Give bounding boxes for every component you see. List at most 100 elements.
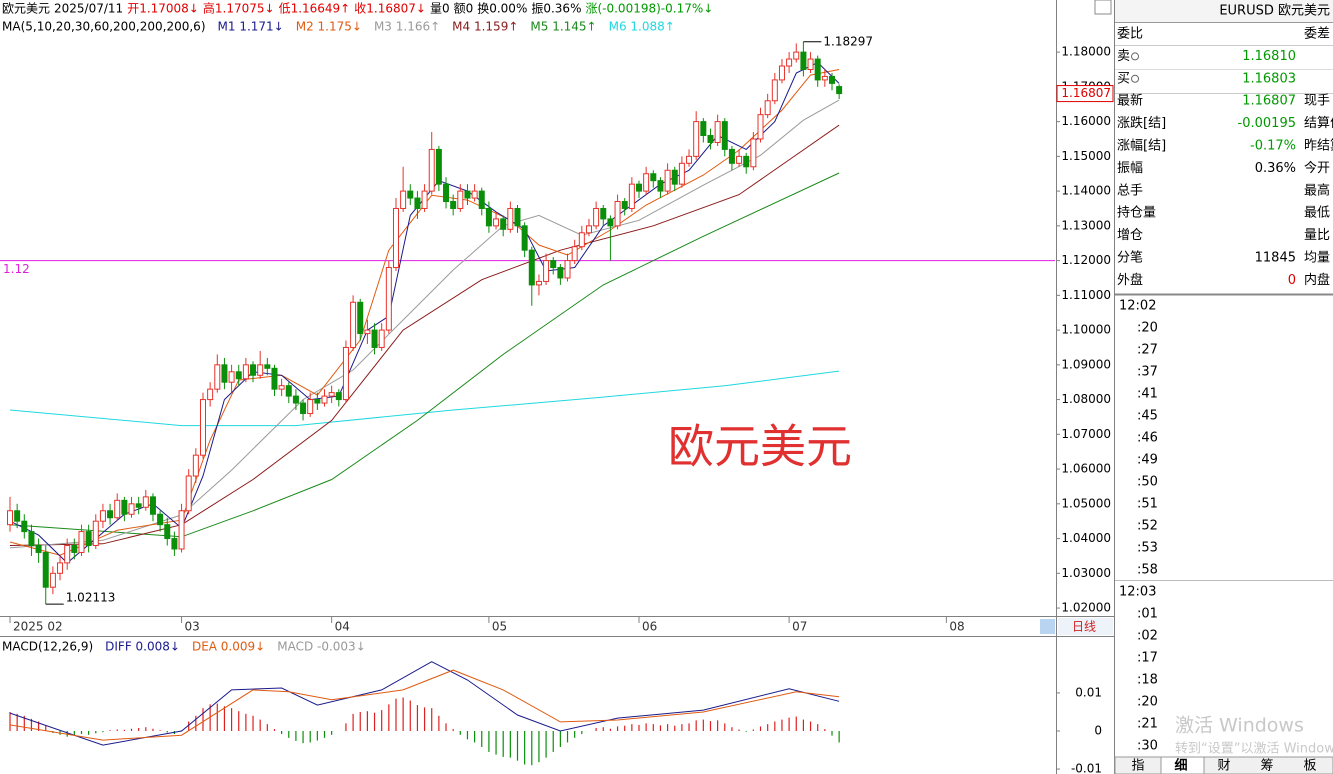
row-label: 涨跌[结] (1117, 115, 1166, 131)
candle-body (49, 572, 56, 588)
tick-time: :18 (1137, 673, 1158, 688)
y-tick-label: 1.02000 (1061, 601, 1111, 615)
row-icon[interactable] (1131, 74, 1140, 83)
candle-body (64, 545, 71, 564)
row-value: 11845 (1255, 251, 1296, 266)
candle-body (378, 329, 385, 348)
candle-body (164, 524, 171, 540)
candle-body (450, 201, 457, 209)
macd-line (9, 661, 840, 746)
activation-hint: 转到“设置”以激活 Windows (1175, 742, 1333, 757)
candle-body (750, 138, 757, 168)
y-tick-label: 1.07000 (1061, 427, 1111, 441)
tick-time: :20 (1137, 695, 1158, 710)
active-tab[interactable] (1160, 756, 1205, 774)
candle-body (707, 135, 714, 143)
tick-time: :51 (1137, 497, 1158, 512)
y-tick-label: 1.11000 (1061, 288, 1111, 302)
candle-body (764, 100, 771, 116)
candle-body (57, 562, 64, 574)
y-tick-label: 1.09000 (1061, 357, 1111, 371)
legend-entry: M3 1.166↑ (374, 20, 440, 34)
candle-body (757, 114, 764, 140)
candle-body (793, 51, 800, 60)
candle-body (621, 201, 628, 209)
tick-time: :30 (1137, 739, 1158, 754)
tab[interactable]: 财 (1217, 759, 1230, 774)
candle-body (693, 121, 700, 157)
tab[interactable]: 板 (1303, 759, 1316, 774)
x-tick-label: 2025 02 (13, 620, 63, 634)
x-tick-label: 08 (949, 620, 964, 634)
candle-body (678, 162, 685, 185)
y-tick-label: 0.01 (1075, 685, 1102, 699)
ma-line (9, 172, 840, 538)
candle-body (743, 155, 750, 168)
tick-time: 12:03 (1119, 585, 1156, 600)
row-value: -0.00195 (1238, 116, 1296, 131)
candle-body (435, 148, 442, 185)
y-tick-label: -0.01 (1071, 762, 1102, 774)
candle-body (828, 75, 835, 84)
candle-body (528, 249, 535, 286)
candle-body (771, 79, 778, 102)
candle-body (585, 225, 592, 234)
candle-body (493, 218, 500, 227)
tick-time: :37 (1137, 365, 1158, 380)
row-label: 最新 (1117, 93, 1143, 109)
tick-time: :52 (1137, 519, 1158, 534)
candle-body (185, 475, 192, 512)
candle-body (300, 402, 307, 414)
candle-body (671, 169, 678, 185)
row-value: 1.16810 (1242, 49, 1296, 64)
macd-line (9, 669, 840, 741)
candle-body (650, 173, 657, 182)
row-label: 结算价 (1304, 116, 1333, 131)
candle-body (314, 399, 321, 404)
tick-time: :49 (1137, 453, 1158, 468)
tab[interactable]: 细 (1174, 758, 1187, 774)
candle-body (385, 267, 392, 331)
period-button[interactable] (1040, 619, 1055, 634)
period-label[interactable]: 日线 (1072, 620, 1096, 634)
candle-body (571, 246, 578, 262)
row-label: 涨幅[结] (1117, 139, 1166, 154)
candle-body (643, 173, 650, 192)
candle-body (400, 190, 407, 209)
tab[interactable]: 指 (1131, 759, 1144, 774)
candle-body (171, 538, 178, 550)
y-tick-label: 1.08000 (1061, 392, 1111, 406)
candle-body (335, 392, 342, 401)
row-label: 最高 (1304, 182, 1330, 198)
row-label: 均量 (1304, 251, 1330, 266)
candle-body (700, 121, 707, 137)
candle-body (564, 260, 571, 279)
header-item: 量0 (430, 2, 450, 16)
legend-entry: M5 1.145↑ (530, 20, 596, 34)
tick-time: :58 (1137, 563, 1158, 578)
row-icon[interactable] (1131, 52, 1140, 61)
window-icon[interactable] (1094, 0, 1112, 15)
candle-body (721, 121, 728, 150)
header-item: 收1.16807↓ (354, 2, 426, 16)
y-tick-label: 1.04000 (1061, 531, 1111, 545)
tab[interactable]: 筹 (1260, 758, 1273, 774)
candle-body (114, 499, 121, 519)
y-tick-label: 1.10000 (1061, 323, 1111, 337)
candle-body (457, 190, 464, 209)
y-tick-label: 1.13000 (1061, 218, 1111, 232)
candle-body (257, 364, 264, 376)
period-box[interactable] (1058, 618, 1113, 635)
candle-body (250, 364, 257, 376)
row-label: 持仓量 (1117, 206, 1156, 221)
candle-body (464, 190, 471, 199)
candle-body (392, 207, 399, 269)
candle-body (485, 207, 492, 227)
candle-body (271, 367, 278, 390)
row-value: 1.16803 (1242, 71, 1296, 86)
candle-body (421, 190, 428, 209)
candle-body (135, 503, 142, 508)
ma-line (9, 370, 840, 427)
header-item: 振0.36% (531, 2, 581, 16)
candle-body (557, 267, 564, 279)
